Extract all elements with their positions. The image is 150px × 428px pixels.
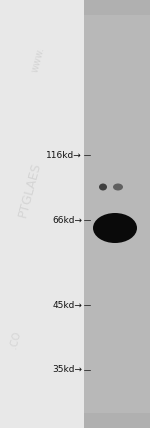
Bar	[84, 0, 150, 15]
Text: 45kd→: 45kd→	[52, 300, 82, 309]
Ellipse shape	[99, 184, 107, 190]
Bar	[84, 0, 150, 428]
Ellipse shape	[93, 213, 137, 243]
Bar	[84, 413, 150, 428]
Text: 35kd→: 35kd→	[52, 366, 82, 374]
Text: www.: www.	[30, 46, 46, 74]
Text: .CO: .CO	[8, 330, 22, 350]
Text: 66kd→: 66kd→	[52, 216, 82, 225]
Text: 116kd→: 116kd→	[46, 151, 82, 160]
Ellipse shape	[113, 184, 123, 190]
Text: PTGLAES: PTGLAES	[16, 161, 44, 219]
